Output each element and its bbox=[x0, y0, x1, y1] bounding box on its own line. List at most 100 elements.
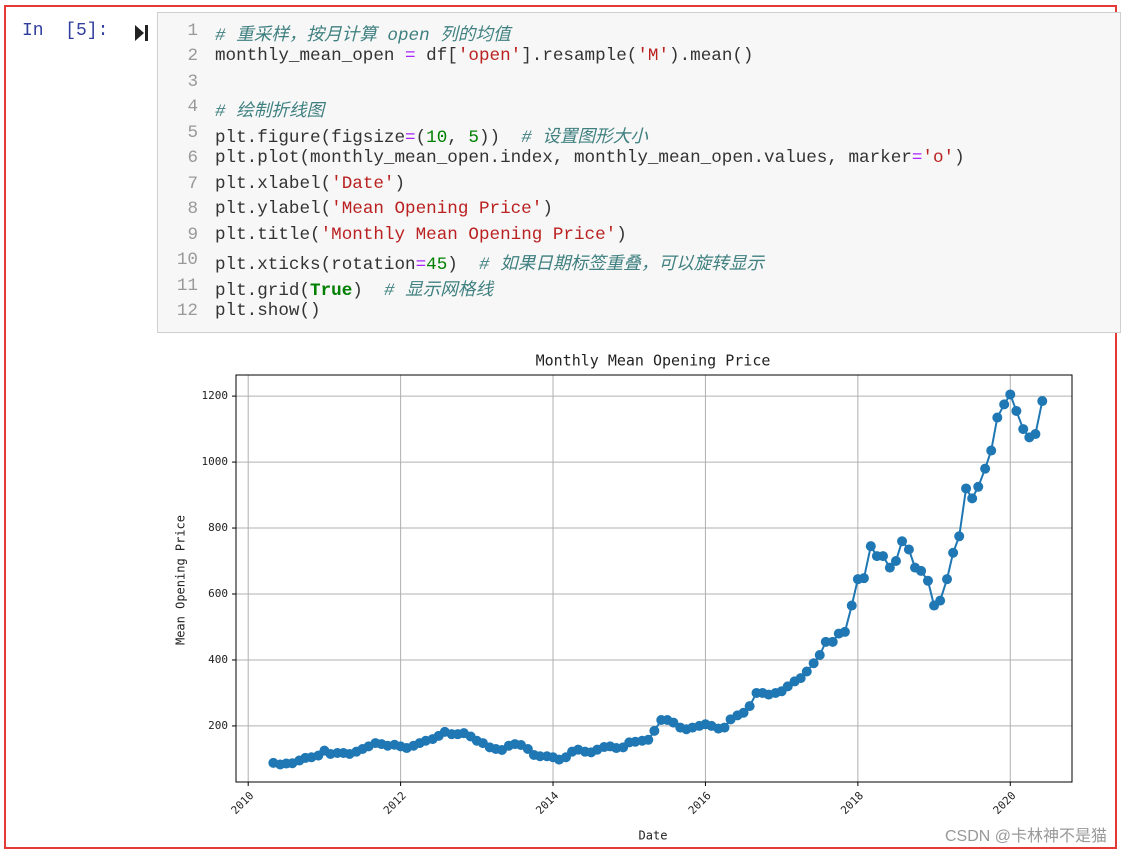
x-tick-label: 2014 bbox=[533, 789, 561, 817]
data-point bbox=[535, 751, 546, 762]
code-token: plt.plot(monthly_mean_open.index, monthl… bbox=[215, 148, 912, 169]
x-axis-label: Date bbox=[639, 829, 668, 843]
y-tick-label: 800 bbox=[208, 521, 228, 534]
data-point bbox=[967, 493, 978, 504]
watermark: CSDN @卡林神不是猫 bbox=[944, 828, 1107, 845]
code-line: plt.show() bbox=[215, 301, 321, 321]
code-token: = bbox=[405, 46, 416, 67]
code-token: 5 bbox=[468, 127, 479, 148]
code-token: 'Date' bbox=[331, 173, 395, 194]
y-tick-label: 600 bbox=[208, 587, 228, 600]
data-point bbox=[916, 565, 927, 576]
data-point bbox=[961, 483, 972, 494]
data-point bbox=[942, 574, 953, 585]
data-point bbox=[992, 412, 1003, 423]
code-token: ) bbox=[352, 280, 384, 301]
code-token: plt.grid( bbox=[215, 280, 311, 301]
line-number: 8 bbox=[187, 199, 198, 220]
data-point bbox=[986, 445, 997, 456]
data-point bbox=[884, 562, 895, 573]
data-point bbox=[744, 701, 755, 712]
data-point bbox=[846, 600, 857, 611]
chart-title: Monthly Mean Opening Price bbox=[536, 352, 771, 370]
data-point bbox=[999, 399, 1010, 410]
data-point bbox=[814, 650, 825, 661]
code-line: plt.title('Monthly Mean Opening Price') bbox=[215, 225, 627, 245]
code-line: plt.plot(monthly_mean_open.index, monthl… bbox=[215, 148, 965, 168]
code-token: 'o' bbox=[922, 148, 955, 169]
data-point bbox=[1018, 424, 1029, 435]
code-token: monthly_mean_open bbox=[215, 46, 406, 67]
code-token: plt.xlabel( bbox=[215, 173, 332, 194]
code-token: ) bbox=[616, 224, 627, 245]
code-token: # 重采样，按月计算 open 列的均值 bbox=[215, 26, 511, 46]
code-line: plt.xlabel('Date') bbox=[215, 174, 405, 194]
code-token: # 显示网格线 bbox=[383, 280, 494, 301]
data-point bbox=[643, 734, 654, 745]
y-tick-label: 1200 bbox=[202, 389, 229, 402]
code-token: 'Monthly Mean Opening Price' bbox=[320, 224, 617, 245]
code-editor[interactable]: 1 # 重采样，按月计算 open 列的均值 2 monthly_mean_open … bbox=[157, 12, 1121, 333]
data-point bbox=[1037, 396, 1048, 407]
code-token: = bbox=[911, 148, 923, 169]
code-token: plt.xticks(rotation bbox=[215, 255, 416, 276]
data-point bbox=[935, 595, 946, 606]
data-point bbox=[903, 544, 914, 555]
code-token: , bbox=[447, 127, 469, 148]
data-point bbox=[1005, 389, 1016, 400]
data-point bbox=[948, 547, 959, 558]
data-point bbox=[820, 636, 831, 647]
x-tick-label: 2012 bbox=[381, 789, 409, 817]
code-token: 'M' bbox=[637, 46, 670, 67]
code-token: # 绘制折线图 bbox=[215, 102, 325, 123]
code-line: # 绘制折线图 bbox=[215, 97, 324, 122]
data-point bbox=[738, 707, 749, 718]
line-number: 11 bbox=[176, 275, 198, 296]
code-line: plt.ylabel('Mean Opening Price') bbox=[215, 199, 553, 219]
y-tick-label: 1000 bbox=[202, 455, 229, 468]
code-token: 'Mean Opening Price' bbox=[331, 199, 543, 220]
data-point bbox=[808, 658, 819, 669]
code-token: ) bbox=[542, 199, 553, 220]
data-point bbox=[795, 673, 806, 684]
x-tick-label: 2020 bbox=[991, 789, 1019, 817]
data-point bbox=[878, 551, 889, 562]
cell-prompt: In [5]: bbox=[22, 21, 109, 41]
code-line: plt.grid(True) # 显示网格线 bbox=[215, 276, 493, 301]
line-number: 9 bbox=[187, 224, 198, 245]
code-token: )) bbox=[478, 127, 522, 148]
code-line: monthly_mean_open = df['open'].resample(… bbox=[215, 46, 754, 66]
code-token: 10 bbox=[426, 127, 448, 148]
data-point bbox=[973, 481, 984, 492]
line-number: 3 bbox=[187, 71, 198, 92]
code-token: plt.figure(figsize bbox=[215, 127, 406, 148]
data-point bbox=[980, 463, 991, 474]
code-token: plt.ylabel( bbox=[215, 199, 332, 220]
plot-frame bbox=[235, 374, 1073, 783]
code-token: plt.show() bbox=[215, 300, 321, 321]
x-tick-label: 2018 bbox=[838, 789, 866, 817]
code-token: = bbox=[415, 255, 427, 276]
line-number: 2 bbox=[187, 46, 198, 67]
code-token: ) bbox=[394, 173, 406, 194]
code-line: # 重采样，按月计算 open 列的均值 bbox=[215, 21, 511, 46]
data-point bbox=[954, 531, 965, 542]
x-tick-label: 2010 bbox=[229, 789, 257, 817]
data-point bbox=[858, 573, 869, 584]
data-point bbox=[649, 725, 660, 736]
data-point bbox=[1030, 429, 1041, 440]
data-point bbox=[922, 575, 933, 586]
line-number: 12 bbox=[176, 300, 198, 321]
data-point bbox=[890, 556, 901, 567]
line-number: 10 bbox=[176, 250, 198, 271]
line-number: 7 bbox=[187, 173, 198, 194]
data-point bbox=[897, 536, 908, 547]
line-number: 1 bbox=[187, 21, 198, 41]
run-button[interactable] bbox=[133, 23, 149, 43]
code-token: = bbox=[405, 127, 416, 148]
line-number: 4 bbox=[187, 97, 198, 118]
code-token: df[ bbox=[415, 46, 458, 67]
y-tick-label: 200 bbox=[208, 719, 228, 732]
